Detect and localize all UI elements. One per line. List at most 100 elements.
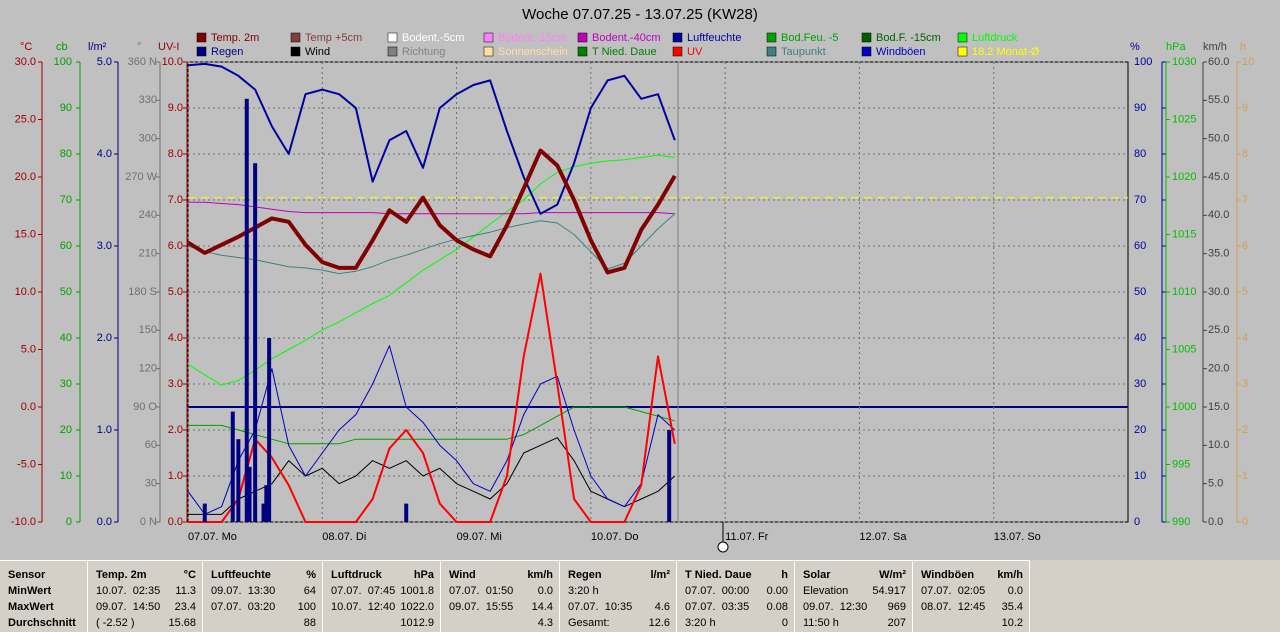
axis-title: UV-I	[158, 41, 179, 53]
cell: 09.07. 12:30	[803, 601, 868, 613]
tick-label: 7.0	[168, 194, 183, 206]
row: 07.07. 01:50 0.0	[449, 583, 553, 599]
bar	[253, 163, 258, 522]
cell: 64	[303, 585, 316, 597]
x-tick-label: 07.07. Mo	[188, 531, 237, 543]
group-unit: h	[781, 569, 788, 581]
tick-label: 70	[60, 194, 72, 206]
cell: 3:20 h	[568, 585, 599, 597]
tick-label: 4.0	[97, 148, 112, 160]
tick-label: 9	[1242, 102, 1248, 114]
legend-label: Temp. 2m	[211, 32, 259, 44]
summary-table: Sensor MinWert MaxWert Durchschnitt Temp. 2m…	[0, 560, 1280, 632]
row: 10.07. 12:40 1022.0	[331, 599, 434, 615]
tick-label: 25.0	[1208, 324, 1229, 336]
bar	[267, 338, 272, 522]
series-line	[187, 62, 676, 215]
tick-label: 6.0	[168, 240, 183, 252]
tick-label: 60	[145, 439, 157, 451]
tick-label: 30.0	[15, 56, 36, 68]
cell: 4.6	[654, 601, 670, 613]
row-labels: Sensor MinWert MaxWert Durchschnitt	[0, 560, 88, 632]
cell: 4.3	[537, 617, 553, 629]
tick-label: 100	[54, 56, 72, 68]
axis-title: h	[1240, 41, 1246, 53]
bar	[230, 411, 235, 522]
bar	[404, 503, 409, 522]
sensor-group: Windböen km/h 07.07. 02:05 0.0 08.07. 12:45 3…	[913, 560, 1030, 632]
tick-label: 2.0	[168, 424, 183, 436]
tick-label: 3.0	[168, 378, 183, 390]
sensor-group: Temp. 2m °C 10.07. 02:35 11.3 09.07. 14:50 23…	[88, 560, 203, 632]
legend-label: Luftfeuchte	[687, 32, 741, 44]
row: 3:20 h	[568, 583, 670, 599]
cell: 35.4	[1001, 601, 1023, 613]
tick-label: 60	[60, 240, 72, 252]
cell: 11:50 h	[803, 617, 839, 629]
cell: 07.07. 01:50	[449, 585, 514, 597]
cell: 1012.9	[400, 617, 434, 629]
legend-swatch	[483, 46, 494, 57]
legend-label: Windböen	[876, 46, 926, 58]
legend-swatch	[957, 32, 968, 43]
bar	[247, 466, 252, 522]
cell: 07.07. 02:05	[921, 585, 986, 597]
tick-label: 50	[1134, 286, 1146, 298]
tick-label: 270 W	[125, 171, 157, 183]
row: 09.07. 15:55 14.4	[449, 599, 553, 615]
chart-title: Woche 07.07.25 - 13.07.25 (KW28)	[522, 6, 758, 23]
x-tick-label: 11.07. Fr	[725, 531, 769, 543]
tick-label: 10	[1242, 56, 1254, 68]
legend-label: 18.2 Monat-Ø	[972, 46, 1040, 58]
tick-label: -10.0	[11, 516, 36, 528]
tick-label: 0	[1242, 516, 1248, 528]
axis-title: hPa	[1166, 41, 1186, 53]
group-name: Windböen	[921, 569, 975, 581]
tick-label: 60.0	[1208, 56, 1229, 68]
tick-label: 20.0	[15, 171, 36, 183]
group-name: Solar	[803, 569, 831, 581]
tick-label: 1030	[1172, 56, 1196, 68]
tick-label: 990	[1172, 516, 1190, 528]
legend-label: Bodent.-15cm	[498, 32, 566, 44]
cell: 10.07. 12:40	[331, 601, 396, 613]
tick-label: 10	[1134, 470, 1146, 482]
row: 1012.9	[331, 615, 434, 631]
legend-swatch	[577, 32, 588, 43]
cell: 12.6	[648, 617, 670, 629]
row: 07.07. 10:35 4.6	[568, 599, 670, 615]
x-tick-label: 10.07. Do	[591, 531, 639, 543]
cell: 100	[297, 601, 316, 613]
group-header: Wind km/h	[449, 567, 553, 583]
row: 08.07. 12:45 35.4	[921, 599, 1023, 615]
tick-label: 300	[139, 133, 157, 145]
tick-label: 1.0	[97, 424, 112, 436]
group-name: Luftdruck	[331, 569, 382, 581]
tick-label: 10.0	[1208, 439, 1229, 451]
tick-label: 1000	[1172, 401, 1196, 413]
cell: 14.4	[531, 601, 553, 613]
bar	[264, 485, 269, 522]
cell: 07.07. 10:35	[568, 601, 633, 613]
row: ( -2.52 ) 15.68	[96, 615, 196, 631]
now-marker	[717, 541, 729, 553]
legend-swatch	[196, 32, 207, 43]
legend-label: Bod.F. -15cm	[876, 32, 941, 44]
tick-label: 100	[1134, 56, 1152, 68]
tick-label: 40	[1134, 332, 1146, 344]
tick-label: 0.0	[168, 516, 183, 528]
legend-swatch	[483, 32, 494, 43]
cell: 07.07. 00:00	[685, 585, 750, 597]
sensor-group: Regen l/m² 3:20 h 07.07. 10:35 4.6 Gesamt: 12.…	[560, 560, 677, 632]
tick-label: 1	[1242, 470, 1248, 482]
group-name: Regen	[568, 569, 602, 581]
cell: 10.2	[1001, 617, 1023, 629]
tick-label: 240	[139, 209, 157, 221]
chart: Woche 07.07.25 - 13.07.25 (KW28) °C -10.0…	[11, 6, 1254, 553]
legend-label: Bodent.-5cm	[402, 32, 464, 44]
row: 07.07. 00:00 0.00	[685, 583, 788, 599]
group-header: Luftdruck hPa	[331, 567, 434, 583]
cell: 09.07. 15:55	[449, 601, 514, 613]
group-unit: °C	[183, 569, 196, 581]
tick-label: 50.0	[1208, 133, 1229, 145]
